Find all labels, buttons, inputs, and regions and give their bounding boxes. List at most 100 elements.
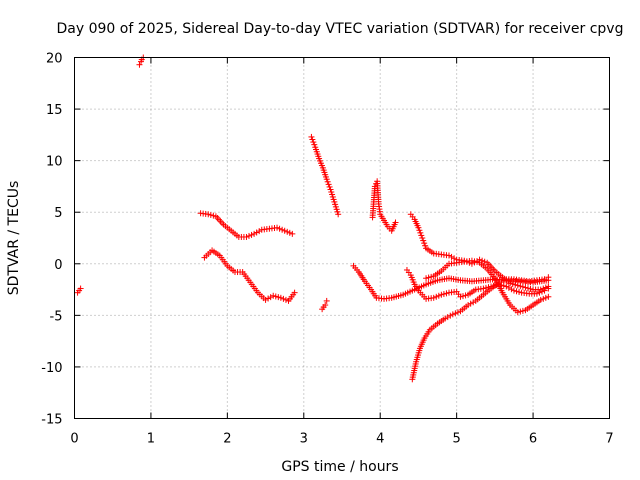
data-point [286,229,293,236]
data-point [537,296,544,303]
data-point [325,181,332,188]
data-point [542,284,549,291]
data-points [74,54,552,383]
data-point [540,285,547,292]
data-point [474,259,481,266]
data-point [452,310,459,317]
data-point [462,292,469,299]
data-point [419,235,426,241]
data-point [545,283,552,290]
data-point [519,283,526,290]
x-tick-label: 0 [70,432,78,447]
data-point [291,289,298,296]
data-point [527,285,534,292]
data-point [326,183,333,190]
data-point [267,294,274,301]
data-point [207,211,214,218]
axis-ticks [74,57,610,419]
data-point [265,295,272,302]
data-point [509,281,516,288]
data-point [454,309,461,316]
data-point [438,291,445,298]
data-point [324,178,331,185]
data-point [514,309,521,316]
plot-frame [74,57,610,419]
data-point [275,294,282,301]
data-point [256,228,263,235]
data-point [323,176,330,183]
data-point [430,294,437,301]
data-point [537,286,544,293]
x-tick-label: 1 [147,432,155,447]
data-point [309,136,316,143]
data-point [425,274,432,281]
data-point [517,308,524,315]
y-tick-label: 20 [46,52,63,67]
data-point [284,228,291,235]
data-point [446,252,452,259]
x-tick-label: 3 [300,432,308,447]
data-point [482,284,489,291]
y-tick-label: -10 [41,361,62,376]
x-tick-label: 2 [223,432,231,447]
data-point [516,288,523,295]
data-point [447,312,454,319]
y-tick-label: -15 [41,413,62,428]
x-tick-label: 6 [529,432,537,447]
data-point [507,280,514,287]
data-point [392,219,399,226]
data-point [442,315,449,322]
data-point [418,232,425,239]
y-tick-labels: -15 -10 -5 0 5 10 15 20 [41,52,62,428]
data-point [443,290,450,297]
data-point [468,257,475,264]
data-point [281,227,288,234]
data-point [512,281,519,288]
data-point [277,294,284,301]
data-point [262,296,269,303]
data-point [308,133,315,140]
data-point [471,258,478,265]
y-tick-label: 15 [46,103,63,118]
data-point [524,285,531,292]
data-point [545,293,552,300]
data-point [428,273,435,280]
data-point [540,295,547,302]
data-point [503,283,510,290]
data-point [322,302,329,309]
data-point [323,297,330,304]
data-point [533,290,540,297]
data-point [272,293,279,300]
data-point [310,139,317,146]
data-point [279,226,286,233]
data-point [500,277,507,284]
data-point [440,291,447,298]
data-point [508,286,515,293]
data-point [251,230,258,237]
x-tick-label: 7 [605,432,613,447]
data-point [417,229,424,236]
data-point [248,231,255,238]
data-point [481,258,488,265]
data-point [470,299,477,306]
data-point [253,229,260,236]
data-point [500,282,507,289]
data-point [444,314,451,321]
grid [74,57,610,419]
data-point [423,275,430,282]
data-point [465,302,472,309]
data-point [448,253,455,260]
data-point [460,293,467,300]
data-point [421,240,428,247]
data-point [457,293,464,300]
data-point [274,224,281,231]
data-point [467,300,474,307]
data-point [416,227,423,234]
data-point [415,224,422,231]
y-tick-label: 5 [54,206,62,221]
data-point [522,284,529,291]
data-point [280,295,287,302]
data-point [480,285,487,292]
data-point [210,212,217,219]
data-point [513,288,520,295]
